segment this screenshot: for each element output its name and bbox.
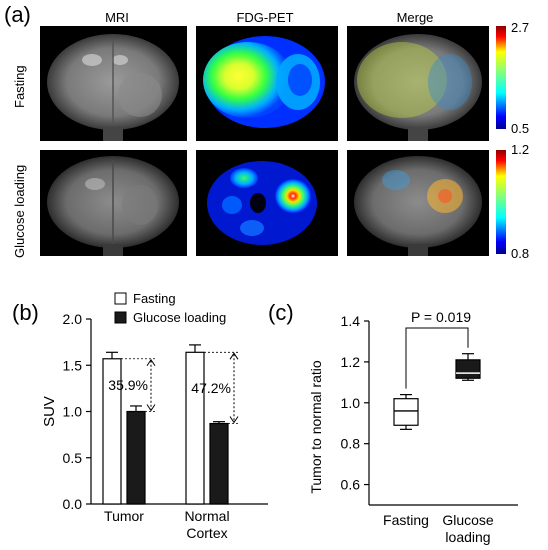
y-tick-label: 1.2	[341, 354, 361, 370]
y-axis-label: SUV	[41, 396, 58, 427]
x-category-label: Tumor	[104, 508, 144, 524]
annotation-arrowhead	[229, 416, 239, 424]
x-category-label: Normal	[184, 508, 229, 524]
panel-c-label: (c)	[268, 300, 294, 325]
colorbar-glucose-max: 1.2	[511, 142, 530, 157]
significance-bracket	[405, 327, 469, 389]
column-header-mri: MRI	[105, 10, 129, 25]
x-category-label: Cortex	[186, 525, 227, 541]
image-grid	[40, 26, 506, 256]
pet-fasting-image	[196, 26, 338, 141]
legend-swatch	[114, 292, 127, 305]
merge-fasting-image	[347, 26, 489, 141]
significance-label: P = 0.019	[411, 309, 471, 325]
y-tick-label: 1.4	[341, 313, 361, 329]
colorbar-fasting	[496, 26, 506, 129]
mri-glucose-loading-image	[40, 150, 187, 256]
annotation-arrowhead	[146, 358, 156, 367]
y-tick-label: 0.8	[341, 436, 361, 452]
panel-b-label: (b)	[12, 300, 39, 325]
legend-label: Fasting	[133, 291, 176, 306]
bar-chart-suv: 0.0 0.5 1.0 1.5 2.0 SUV 35.9% 47.2% Tumor NormalC…	[41, 291, 268, 541]
panel-a-label: (a)	[4, 2, 31, 27]
colorbar-glucose-min: 0.8	[511, 246, 530, 261]
column-header-merge: Merge	[396, 10, 434, 25]
legend-swatch	[114, 311, 127, 324]
annotation-label: 47.2%	[191, 380, 231, 396]
merge-glucose-loading-image	[347, 150, 489, 256]
column-header-fdg-pet: FDG-PET	[236, 10, 294, 25]
annotation-label: 35.9%	[108, 377, 148, 393]
x-category-label: loading	[445, 529, 490, 545]
bar-fasting	[185, 351, 205, 505]
box-plot-tumor-ratio: 0.6 0.8 1.0 1.2 1.4 Tumor to normal ratio P = …	[308, 309, 518, 545]
x-category-label: Glucose	[442, 512, 494, 528]
y-tick-label: 1.5	[63, 357, 83, 373]
annotation-arrowhead	[146, 404, 156, 412]
y-tick-label: 1.0	[63, 404, 83, 420]
y-axis-label: Tumor to normal ratio	[308, 360, 324, 494]
annotation-arrowhead	[229, 352, 239, 360]
bar-glucose-loading	[209, 422, 229, 505]
y-tick-label: 1.0	[341, 395, 361, 411]
y-tick-label: 2.0	[63, 311, 83, 327]
colorbar-fasting-min: 0.5	[511, 121, 530, 136]
box	[455, 359, 481, 379]
box	[393, 398, 419, 426]
bar-glucose-loading	[126, 410, 146, 505]
legend-label: Glucose loading	[133, 310, 226, 325]
y-tick-label: 0.0	[63, 496, 83, 512]
x-category-label: Fasting	[383, 512, 429, 528]
pet-glucose-loading-image	[196, 150, 338, 256]
mri-fasting-image	[40, 26, 187, 141]
y-tick-label: 0.6	[341, 477, 361, 493]
colorbar-fasting-max: 2.7	[511, 20, 530, 35]
y-tick-label: 0.5	[63, 450, 83, 466]
colorbar-glucose-loading	[496, 150, 506, 254]
